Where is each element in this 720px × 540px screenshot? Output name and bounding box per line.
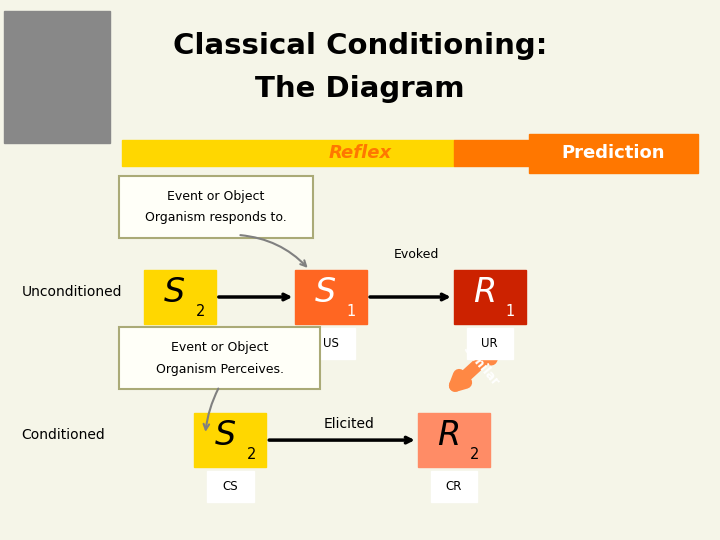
Text: Similar: Similar [460,343,502,388]
Text: $_2$: $_2$ [469,442,479,462]
FancyBboxPatch shape [119,176,313,238]
Bar [194,413,266,467]
Bar [467,328,513,359]
Text: Evoked: Evoked [393,248,439,261]
Text: Event or Object: Event or Object [171,341,269,354]
Text: $S$: $S$ [315,276,336,309]
Text: Prediction: Prediction [562,144,665,163]
Bar [454,140,587,166]
Text: $R$: $R$ [473,276,495,309]
Text: CS: CS [222,480,238,493]
Text: The Diagram: The Diagram [256,75,464,103]
Bar [431,471,477,502]
Text: UR: UR [481,337,498,350]
FancyBboxPatch shape [119,327,320,389]
Text: Elicited: Elicited [324,417,374,431]
Text: Conditioned: Conditioned [22,428,105,442]
Bar [529,134,698,173]
Text: Organism responds to.: Organism responds to. [145,211,287,225]
Text: $_2$: $_2$ [246,442,256,462]
Text: US: US [323,337,339,350]
Text: $S$: $S$ [163,276,185,309]
Text: $_1$: $_1$ [346,299,356,319]
Bar [454,270,526,324]
Bar [207,471,254,502]
Bar [295,270,367,324]
Bar [122,140,454,166]
Bar [144,270,216,324]
Text: $_2$: $_2$ [195,299,205,319]
Bar [418,413,490,467]
Text: Event or Object: Event or Object [167,190,265,203]
Bar [308,328,355,359]
Bar [4,11,110,143]
Text: Organism Perceives.: Organism Perceives. [156,362,284,376]
Text: Classical Conditioning:: Classical Conditioning: [173,32,547,60]
Text: CR: CR [446,480,462,493]
Text: Reflex: Reflex [328,144,392,163]
Text: Unconditioned: Unconditioned [22,285,122,299]
Text: $S$: $S$ [214,419,235,453]
Text: $_1$: $_1$ [505,299,515,319]
Text: $R$: $R$ [437,419,459,453]
